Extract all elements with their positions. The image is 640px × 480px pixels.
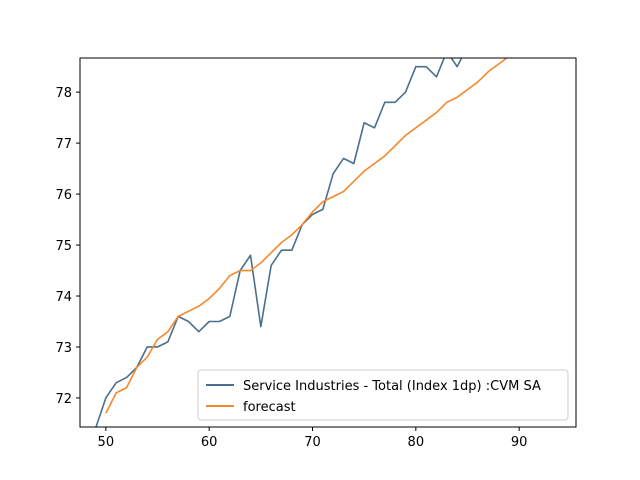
y-tick-label: 76 (55, 188, 72, 203)
x-tick-label: 70 (304, 435, 321, 450)
legend-label-actual: Service Industries - Total (Index 1dp) :… (243, 379, 541, 394)
x-tick-label: 80 (408, 435, 425, 450)
legend: Service Industries - Total (Index 1dp) :… (197, 369, 569, 421)
series-line-actual (95, 58, 463, 427)
y-tick-label: 74 (55, 290, 72, 305)
series-layer (95, 58, 509, 427)
series-line-forecast (105, 58, 509, 414)
y-tick-label: 77 (55, 137, 72, 152)
y-tick-label: 73 (55, 341, 72, 356)
y-tick-label: 78 (55, 86, 72, 101)
legend-label-forecast: forecast (243, 400, 296, 415)
axes-layer: 50 60 70 80 90 72 73 74 75 76 77 78 (55, 86, 527, 450)
x-tick-label: 60 (201, 435, 218, 450)
x-tick-label: 90 (511, 435, 528, 450)
y-tick-label: 75 (55, 239, 72, 254)
legend-box (197, 369, 569, 421)
y-tick-label: 72 (55, 392, 72, 407)
plot-frame (79, 57, 577, 428)
x-tick-label: 50 (98, 435, 115, 450)
